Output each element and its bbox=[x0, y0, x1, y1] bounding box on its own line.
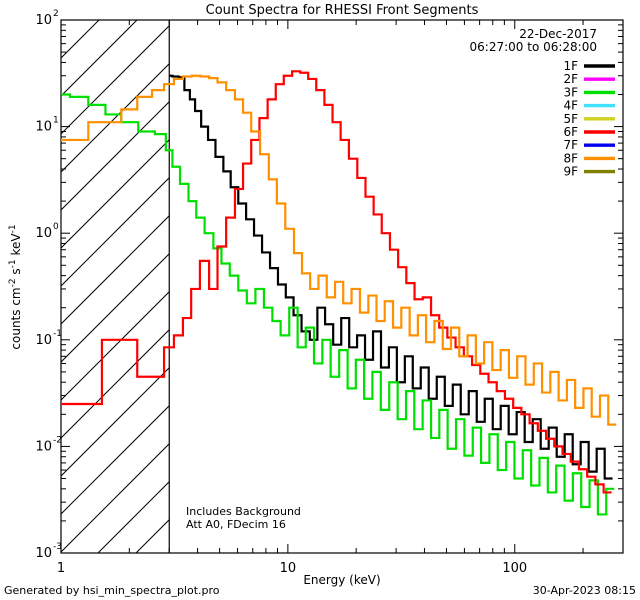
legend-label-3F: 3F bbox=[563, 85, 578, 99]
x-axis-tick-labels: 1 10 100 bbox=[57, 561, 527, 576]
svg-text:counts cm-2 s-1 keV-1: counts cm-2 s-1 keV-1 bbox=[8, 224, 23, 349]
svg-text:10: 10 bbox=[35, 120, 52, 135]
footer-generated-by: Generated by hsi_min_spectra_plot.pro bbox=[4, 584, 220, 597]
observation-time-range: 06:27:00 to 06:28:00 bbox=[470, 40, 597, 54]
svg-text:10: 10 bbox=[35, 333, 52, 348]
legend-label-2F: 2F bbox=[563, 72, 578, 86]
svg-text:-2: -2 bbox=[53, 435, 62, 445]
x-tick-label: 10 bbox=[280, 561, 297, 576]
spectrum-curve-3F bbox=[61, 93, 615, 516]
spectra-series-group bbox=[61, 70, 617, 516]
plot-frame bbox=[60, 19, 624, 554]
legend-label-6F: 6F bbox=[563, 125, 578, 139]
svg-text:0: 0 bbox=[53, 222, 59, 232]
svg-text:10: 10 bbox=[35, 226, 52, 241]
observation-date: 22-Dec-2017 bbox=[519, 27, 597, 41]
svg-text:10: 10 bbox=[35, 439, 52, 454]
y-axis-title: counts cm-2 s-1 keV-1 bbox=[8, 224, 23, 349]
svg-text:-3: -3 bbox=[53, 542, 62, 552]
y-tick-label: 10 -1 bbox=[35, 329, 62, 348]
legend-label-7F: 7F bbox=[563, 138, 578, 152]
excluded-band-hatch bbox=[61, 20, 170, 553]
x-tick-label: 1 bbox=[57, 561, 65, 576]
note-includes-background: Includes Background bbox=[186, 505, 301, 518]
spectrum-curve-6F bbox=[61, 70, 612, 494]
svg-text:-1: -1 bbox=[53, 329, 62, 339]
legend-label-5F: 5F bbox=[563, 112, 578, 126]
legend-label-4F: 4F bbox=[563, 99, 578, 113]
y-tick-label: 10 0 bbox=[35, 222, 59, 241]
x-axis-title: Energy (keV) bbox=[303, 573, 380, 587]
svg-text:10: 10 bbox=[35, 13, 52, 28]
y-tick-label: 10 -3 bbox=[35, 542, 62, 561]
svg-text:2: 2 bbox=[53, 9, 59, 19]
svg-text:10: 10 bbox=[35, 546, 52, 561]
page-title: Count Spectra for RHESSI Front Segments bbox=[206, 3, 479, 18]
y-tick-label: 10 2 bbox=[35, 9, 58, 28]
legend-label-1F: 1F bbox=[563, 59, 578, 73]
y-tick-label: 10 -2 bbox=[35, 435, 62, 454]
svg-text:1: 1 bbox=[53, 116, 59, 126]
y-tick-label: 10 1 bbox=[35, 116, 58, 135]
spectrum-curve-8F bbox=[61, 74, 617, 426]
note-attenuator-state: Att A0, FDecim 16 bbox=[186, 518, 286, 531]
legend-label-9F: 9F bbox=[563, 165, 578, 179]
legend-label-8F: 8F bbox=[563, 151, 578, 165]
x-tick-label: 100 bbox=[502, 561, 527, 576]
footer-timestamp: 30-Apr-2023 08:15 bbox=[533, 584, 636, 597]
